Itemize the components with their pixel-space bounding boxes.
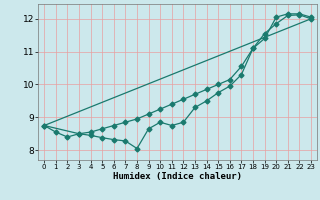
X-axis label: Humidex (Indice chaleur): Humidex (Indice chaleur) bbox=[113, 172, 242, 181]
